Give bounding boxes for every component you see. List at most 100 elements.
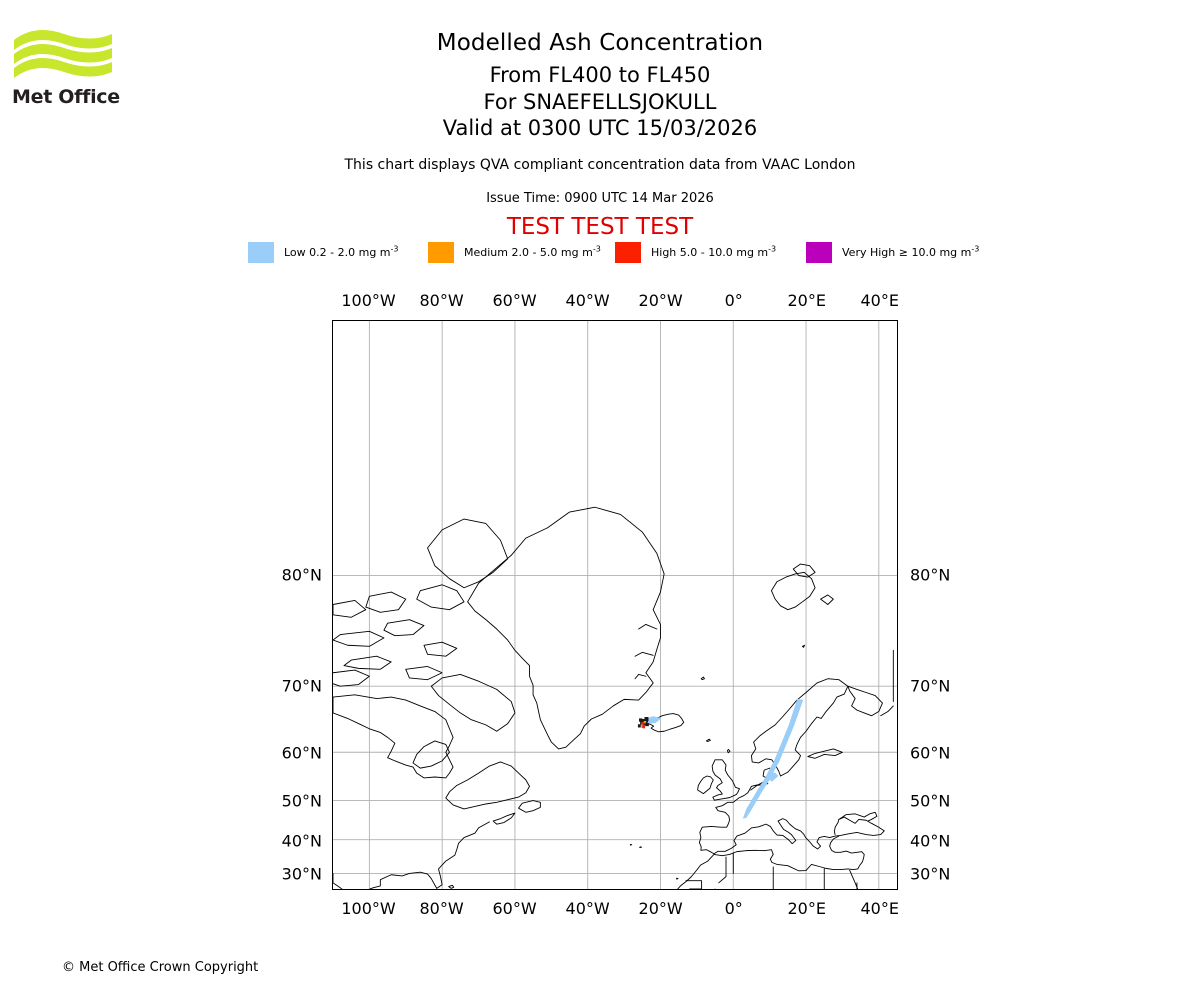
coastline-path [430,674,516,732]
legend-swatch-medium [428,241,454,263]
issue-time-line: Issue Time: 0900 UTC 14 Mar 2026 [486,191,714,206]
lon-tick-top: 100°W [341,291,396,310]
lon-tick-top: 0° [724,291,743,310]
ash-region-high-source-b [642,725,645,729]
coastline-path [838,811,878,822]
lon-tick-top: 40°E [860,291,899,310]
coastline-path [676,877,679,880]
ash-region-very-high-source-nw [639,718,643,722]
concentration-legend: Low 0.2 - 2.0 mg m-3 Medium 2.0 - 5.0 mg… [0,240,1200,264]
lon-tick-top: 20°W [638,291,683,310]
ash-region-low-scandinavia-band [742,698,804,819]
legend-swatch-high [615,241,641,263]
ash-region-very-high-source-e [646,720,649,723]
lon-tick-bottom: 60°W [492,899,537,918]
coastline-path [412,740,450,769]
met-office-wave-mark [14,30,112,78]
lon-tick-bottom: 80°W [419,899,464,918]
coastline-path [634,651,654,657]
lon-tick-top: 60°W [492,291,537,310]
ash-region-very-high-source-core [640,718,646,725]
lat-tick-right: 70°N [910,676,951,696]
lon-tick-bottom: 0° [724,899,743,918]
lon-tick-bottom: 20°W [638,899,683,918]
ash-region-very-high-source-sw [637,724,641,728]
ash-region-medium-source-a [643,720,646,724]
test-banner: TEST TEST TEST [506,214,694,240]
coastline-path [467,506,665,750]
ash-region-very-high-source-se [645,722,649,727]
coastline-path [697,835,865,872]
flight-level-range: From FL400 to FL450 [489,63,711,87]
ash-region-medium-source-b [640,724,643,727]
legend-label-medium: Medium 2.0 - 5.0 mg m-3 [464,243,601,259]
coastline-path [405,666,443,681]
lat-tick-right: 40°N [910,831,951,851]
ash-region-low-iceland-speck [656,717,661,720]
coastline-path [849,869,859,889]
coastline-path [685,880,703,889]
ash-region-high-source-a [641,722,644,726]
coastline-path [705,738,711,742]
coastline-path [801,644,805,648]
lon-tick-bottom: 40°E [860,899,899,918]
coastline-path [711,759,740,801]
coastline-path [333,669,370,687]
copyright-notice: © Met Office Crown Copyright [62,960,259,975]
coastline-path [823,867,858,889]
coastline-path [792,563,816,578]
qva-subtitle: This chart displays QVA compliant concen… [344,157,856,173]
volcano-name-line: For SNAEFELLSJOKULL [483,90,717,114]
map-canvas [333,321,897,889]
coastline-path [880,705,894,717]
coastline-path [698,780,885,855]
lon-tick-bottom: 40°W [565,899,610,918]
legend-swatch-low [248,241,274,263]
coastline-path [697,775,714,795]
lon-tick-top: 20°E [787,291,826,310]
lat-tick-right: 60°N [910,743,951,763]
map-frame [332,320,898,890]
coastline-path [492,812,516,825]
legend-label-high: High 5.0 - 10.0 mg m-3 [651,243,777,259]
coastline-path [365,591,407,613]
lon-tick-top: 40°W [565,291,610,310]
coastline-path [677,868,699,889]
lat-tick-right: 80°N [910,565,951,585]
lon-tick-top: 80°W [419,291,464,310]
coastline-path [718,856,727,884]
coastline-path [639,846,643,848]
lon-tick-bottom: 100°W [341,899,396,918]
legend-entry-high: High 5.0 - 10.0 mg m-3 [615,240,776,264]
coastline-path [770,571,816,611]
coastline-path [383,619,425,637]
coastline-path [807,748,843,759]
coastline-path [333,599,367,618]
coastline-path [427,518,509,589]
lat-tick-left: 40°N [281,831,322,851]
met-office-logo: Met Office [12,26,122,116]
valid-time-line: Valid at 0300 UTC 15/03/2026 [442,116,758,140]
coastline-path [333,694,454,779]
coastline-path [634,674,647,680]
lat-tick-left: 80°N [281,565,322,585]
coastline-path [750,678,849,777]
coastline-path [518,800,541,813]
coastline-path [847,685,883,717]
coastline-path [448,884,455,889]
lat-tick-left: 30°N [281,864,322,884]
coastline-path [445,761,530,810]
coastline-path [726,749,731,754]
coastline-path [700,676,705,681]
ash-region-low-iceland-source [646,716,660,724]
coastline-path [343,655,392,670]
ash-region-low-denmark-patch [767,772,779,782]
legend-swatch-very-high [806,241,832,263]
coastline-path [416,584,465,611]
coastline-path [772,866,774,889]
map-coastlines [333,506,894,889]
lat-tick-left: 60°N [281,743,322,763]
coastline-path [423,641,458,657]
coastline-path [333,821,490,889]
legend-label-low: Low 0.2 - 2.0 mg m-3 [284,243,399,259]
